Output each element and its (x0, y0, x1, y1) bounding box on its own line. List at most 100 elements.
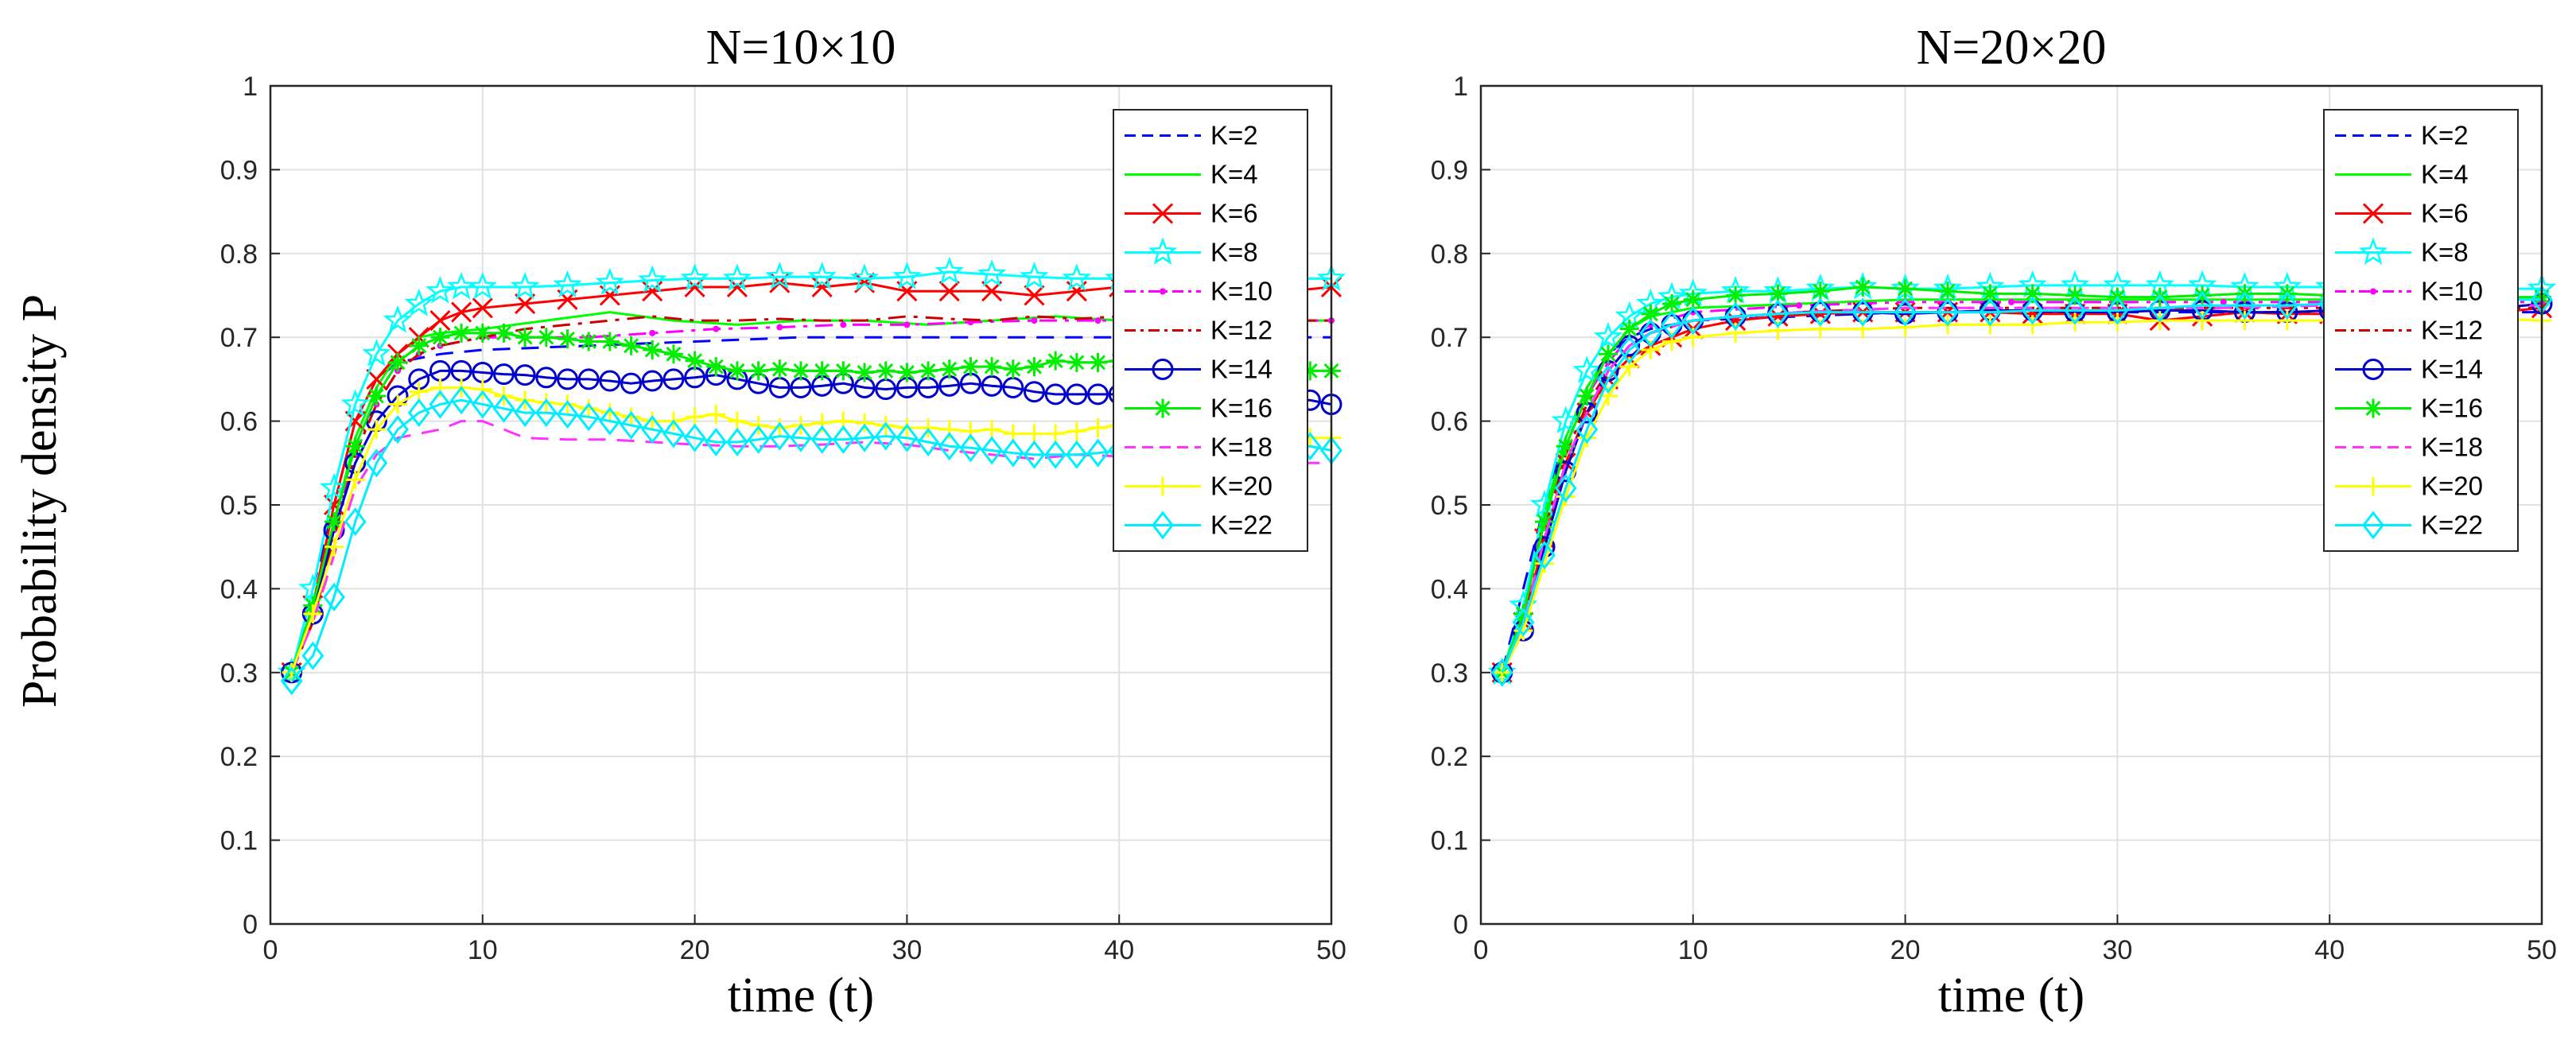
data-point (1641, 304, 1661, 324)
legend-label: K=16 (2421, 394, 2483, 423)
data-point (1086, 438, 1109, 468)
data-point (324, 512, 344, 532)
legend-label: K=22 (2421, 510, 2483, 540)
data-point (430, 378, 450, 398)
legend-label: K=16 (1210, 394, 1272, 423)
legend-label: K=6 (1210, 199, 1258, 228)
y-tick-label: 0.7 (1431, 323, 1468, 353)
x-tick-label: 20 (680, 935, 710, 965)
data-point (810, 425, 833, 454)
data-point (981, 436, 1004, 465)
data-point (706, 405, 726, 425)
legend-label: K=10 (2421, 277, 2483, 306)
data-point (595, 267, 625, 296)
data-point (1094, 317, 1102, 324)
data-point (1535, 512, 1555, 532)
data-point (1529, 489, 1560, 518)
data-point (1641, 340, 1661, 360)
data-point (1088, 352, 1108, 372)
data-point (324, 537, 344, 557)
data-point (1853, 277, 1873, 297)
data-point (1300, 361, 1320, 381)
data-point (472, 379, 492, 399)
legend-label: K=12 (2421, 316, 2483, 345)
data-point (1618, 335, 1641, 365)
data-point (536, 393, 556, 413)
data-point (2193, 311, 2213, 331)
data-point (515, 328, 535, 347)
data-point (1024, 285, 1045, 306)
legend-marker (1160, 288, 1166, 295)
data-point (599, 370, 621, 392)
data-point (855, 413, 875, 433)
data-point (961, 421, 981, 441)
data-point (1895, 317, 1915, 337)
data-point (919, 361, 938, 381)
data-point (388, 352, 408, 372)
data-point (791, 361, 810, 381)
data-point (1572, 355, 1602, 383)
data-point (1512, 608, 1535, 637)
data-point (553, 270, 582, 298)
data-point (2064, 296, 2086, 325)
data-point (1851, 297, 1875, 327)
data-point (726, 427, 748, 457)
data-point (897, 363, 917, 382)
data-point (450, 386, 473, 415)
data-point (663, 344, 683, 364)
data-point (1619, 357, 1639, 377)
data-point (874, 421, 897, 451)
data-point (1087, 383, 1109, 406)
data-point (662, 419, 685, 448)
series-K=12 (290, 315, 1331, 674)
data-point (1766, 299, 1789, 328)
y-tick-label: 0.8 (220, 239, 258, 270)
data-point (2022, 284, 2042, 304)
y-tick-label: 0.5 (1431, 491, 1468, 521)
data-point (1067, 421, 1086, 441)
y-tick-label: 0.1 (220, 826, 258, 856)
legend-marker (1152, 203, 1174, 224)
data-point (1681, 306, 1704, 336)
data-point (383, 305, 413, 333)
data-point (407, 398, 430, 428)
data-point (301, 641, 324, 670)
data-point (472, 323, 492, 343)
data-point (1768, 320, 1788, 340)
data-point (876, 361, 896, 381)
data-point (2021, 296, 2044, 325)
data-point (1023, 440, 1046, 469)
data-point (770, 359, 790, 379)
data-point (1088, 418, 1108, 438)
data-point (938, 432, 961, 461)
data-point (492, 394, 515, 423)
data-point (1551, 406, 1581, 434)
data-point (510, 271, 540, 300)
data-point (961, 357, 981, 377)
data-point (727, 361, 747, 381)
legend-marker (1152, 359, 1174, 380)
series-line (1501, 304, 2542, 674)
data-point (959, 433, 982, 463)
data-point (683, 423, 706, 452)
data-point (409, 382, 429, 402)
x-tick-label: 20 (1890, 935, 1921, 965)
data-point (2065, 285, 2085, 305)
data-point (2193, 285, 2213, 305)
data-point (1492, 662, 1512, 682)
data-point (514, 398, 537, 428)
data-point (1003, 359, 1023, 379)
y-tick-label: 0.4 (220, 574, 258, 604)
data-point (982, 420, 1002, 440)
plots-container: 0 10 20 30 40 5000.10.20.30.40.50.60.70.80.91… (220, 21, 2557, 1023)
legend-label: K=20 (1210, 472, 1272, 501)
data-point (600, 403, 620, 423)
x-tick-label: 50 (2527, 935, 2557, 965)
data-point (1726, 285, 1746, 305)
data-point (387, 415, 409, 444)
data-point (2277, 311, 2297, 331)
data-point (768, 421, 791, 451)
legend-marker (1148, 237, 1178, 265)
x-tick-label: 10 (468, 935, 498, 965)
data-point (598, 406, 621, 436)
